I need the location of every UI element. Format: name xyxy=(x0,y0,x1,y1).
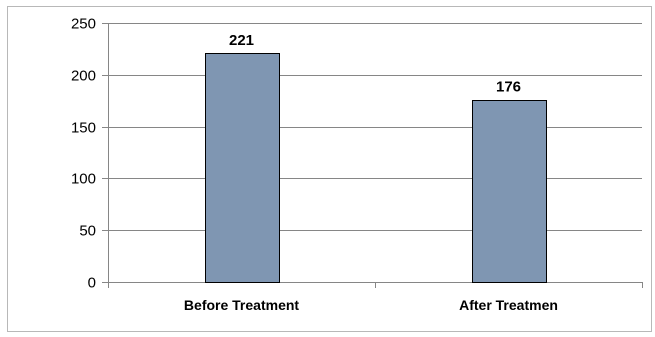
y-tick-labels: 0 50 100 150 200 250 xyxy=(71,16,96,292)
y-tick-label: 200 xyxy=(71,68,96,85)
y-tick-label: 0 xyxy=(88,275,96,292)
data-labels: 221 176 xyxy=(229,32,521,96)
axes xyxy=(102,23,643,288)
data-label: 221 xyxy=(229,32,254,49)
y-tick-label: 50 xyxy=(79,223,96,240)
category-label: After Treatmen xyxy=(459,297,558,313)
category-label: Before Treatment xyxy=(184,297,299,313)
y-tick-label: 150 xyxy=(71,120,96,137)
y-tick-label: 100 xyxy=(71,171,96,188)
chart-frame xyxy=(7,6,652,332)
data-label: 176 xyxy=(496,79,521,96)
bars xyxy=(205,53,547,283)
bar-0 xyxy=(205,53,280,283)
gridlines xyxy=(108,23,642,231)
y-tick-label: 250 xyxy=(71,16,96,33)
bar-1 xyxy=(472,100,547,283)
category-labels: Before Treatment After Treatmen xyxy=(184,297,558,313)
